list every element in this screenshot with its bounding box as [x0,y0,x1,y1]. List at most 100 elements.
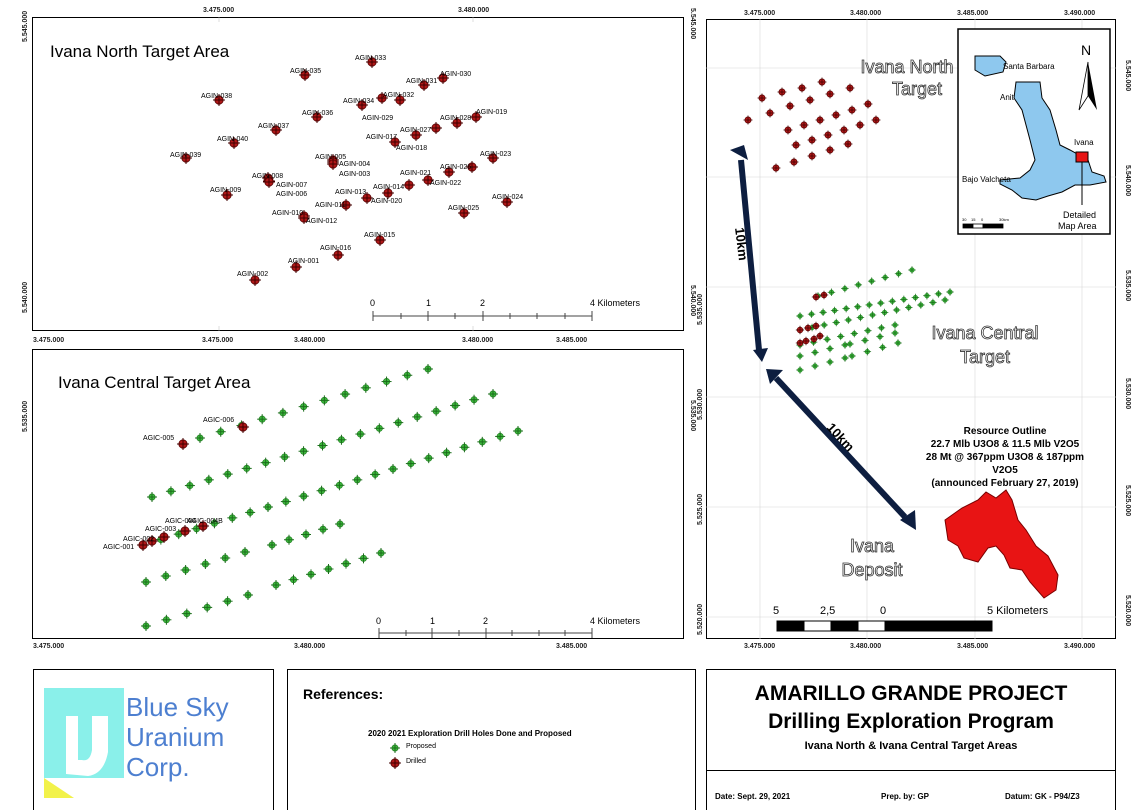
central-bottom-x-tick-2: 3.480.000 [294,643,326,650]
north-scale-4km: 4 Kilometers [590,298,641,308]
logo-line-3: Corp. [126,752,190,782]
drill-hole-label: AGIN-037 [258,123,290,130]
drill-hole-label: AGIN-005 [315,154,347,161]
north-grid [218,17,474,331]
overview-proposed-hole [922,291,932,300]
date-label: Date: Sept. 29, 2021 [715,792,791,801]
drill-hole-label: AGIN-020 [371,198,403,205]
drill-hole-proposed [298,401,310,413]
drill-hole-proposed [318,394,330,406]
overview-proposed-hole [916,300,925,310]
drill-hole-proposed [422,363,434,375]
overview-drilled-hole [815,115,825,125]
overview-proposed-hole [820,320,829,330]
drill-hole-label: AGIN-011 [315,202,346,209]
overview-proposed-hole [827,288,836,297]
drill-hole-label: AGIN-021 [400,170,432,177]
overview-proposed-hole [832,318,841,327]
overview-scale-5a: 5 [773,605,779,617]
drill-hole-proposed [180,564,192,576]
drill-hole-label: AGIN-028 [440,115,472,122]
drill-hole-proposed [381,376,393,388]
overview-x-tick-1: 3.475.000 [744,10,776,17]
drill-hole-proposed [401,369,413,381]
distance-arrows [730,145,916,530]
drill-hole-proposed [222,468,234,480]
overview-proposed-hole [825,357,835,367]
drill-hole-proposed [241,462,253,474]
overview-proposed-hole [881,273,890,282]
overview-proposed-hole [840,284,849,293]
resource-title: Resource Outline [963,426,1047,437]
legend-proposed-icon [389,742,401,754]
overview-proposed-hole [850,329,859,338]
overview-proposed-hole [875,332,885,341]
overview-bx-tick-1: 3.475.000 [744,643,776,650]
drill-hole-proposed [316,485,328,497]
drill-hole-label: AGIN-031 [406,78,438,85]
inset-detail-label-2: Map Area [1058,221,1097,231]
overview-proposed-hole [940,295,950,305]
overview-proposed-hole [825,344,835,353]
overview-drilled-hole [757,93,767,103]
drill-hole-label: AGIC-006 [203,417,235,424]
drill-hole-label: AGIN-026 [440,164,472,171]
overview-proposed-hole [928,298,938,307]
central-map-panel [32,349,684,639]
drill-hole-proposed [369,468,381,480]
resource-line-3: (announced February 27, 2019) [931,478,1079,489]
drill-hole-label: AGIC-001 [103,544,135,551]
resource-line-1: 22.7 Mlb U3O8 & 11.5 Mlb V2O5 [930,439,1080,450]
inset-scale-30km: 30km [999,217,1009,222]
overview-proposed-hole [863,347,872,356]
overview-drilled-hole [789,157,799,167]
overview-proposed-hole [844,315,853,325]
drill-hole-proposed [277,407,289,419]
inset-scale-30: 30 [962,217,967,222]
drill-hole-proposed [317,440,328,451]
central-top-x-tick-3: 3.485.000 [556,337,588,344]
drill-hole-label: AGIN-030 [440,71,472,78]
drill-hole-proposed [387,463,399,475]
drill-hole-label: AGIN-009 [210,187,242,194]
drill-hole-proposed [487,388,499,400]
overview-proposed-hole [907,265,917,275]
legend-drilled-icon [388,756,402,770]
inset-detail-label-1: Detailed [1063,210,1096,220]
drill-hole-label: AGIN-019 [476,109,508,116]
overview-label-deposit-1: Ivana [849,536,895,557]
references-title: References: [303,686,384,702]
logo-line-1: Blue Sky [126,692,229,722]
overview-proposed-hole [845,339,855,349]
overview-drilled-hole [783,125,793,135]
drill-hole-proposed [280,496,292,508]
overview-label-central: Ivana Central Target [920,321,1050,369]
drill-hole-proposed [160,614,172,626]
overview-drilled-hole [843,139,853,149]
overview-drilled-hole [871,115,881,125]
drill-hole-label: AGIN-022 [430,180,462,187]
overview-proposed-hole [877,323,886,332]
overview-scale-bar [776,620,993,632]
overview-proposed-hole [911,293,920,302]
inset-place-santa-barbara: Santa Barbara [1003,62,1055,71]
overview-drilled-hole [785,101,795,111]
overview-drilled-hole [799,120,809,130]
drill-hole-label: AGIN-034 [343,98,375,105]
overview-proposed-hole [795,365,805,375]
overview-proposed-hole [830,306,839,315]
drill-hole-label: AGIN-029 [362,115,394,122]
drill-hole-proposed [146,491,158,503]
drill-hole-proposed [339,388,351,400]
overview-proposed-hole [823,335,832,344]
distance-label-1: 10km [732,227,751,262]
drill-hole-proposed [405,458,417,470]
drill-hole-label: AGIC-002 [123,536,155,543]
drill-hole-label: AGIN-016 [320,245,352,252]
central-scale-0: 0 [376,616,381,626]
central-map-title: Ivana Central Target Area [58,373,251,392]
overview-proposed-hole [836,332,845,341]
overview-drilled-hole [797,83,807,93]
prep-label: Prep. by: GP [881,792,930,801]
overview-label-north: Ivana North Target [852,56,962,100]
